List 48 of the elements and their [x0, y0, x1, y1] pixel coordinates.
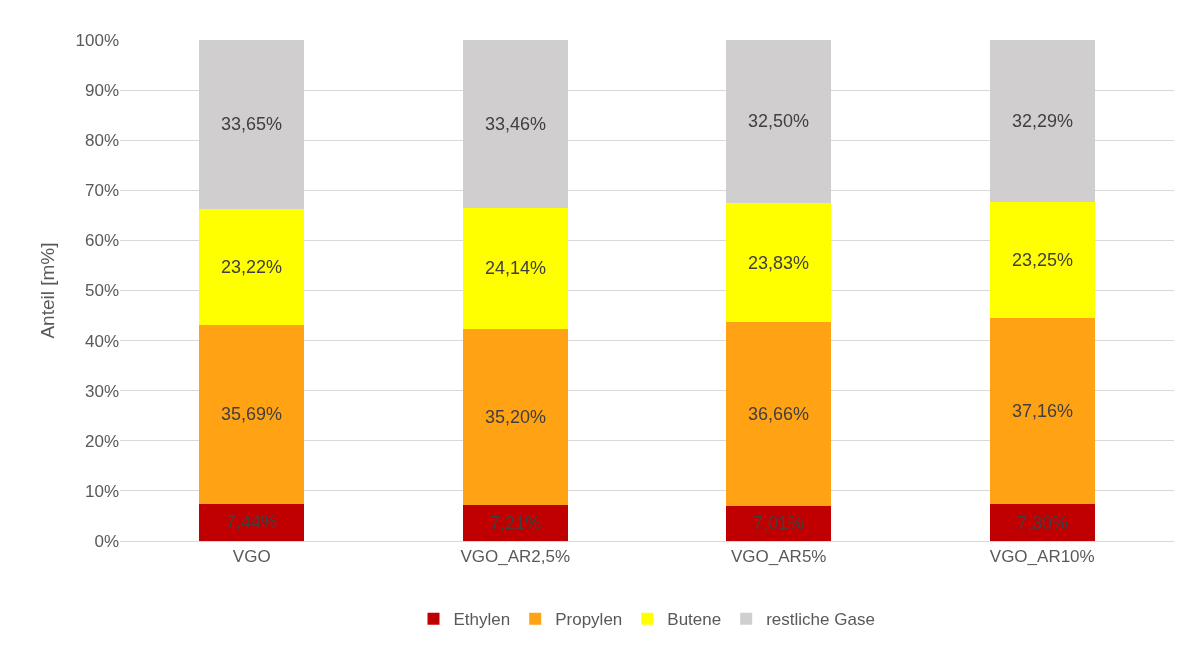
data-label: 36,66% [748, 404, 810, 424]
y-tick-label: 10% [84, 481, 119, 501]
legend-label: Propylen [555, 610, 623, 630]
data-label: 37,16% [1012, 401, 1074, 421]
bar [199, 503, 305, 541]
y-axis-title: Anteil [m%] [37, 242, 59, 339]
bar [199, 208, 305, 325]
bar [726, 322, 832, 506]
y-tick-label: 60% [84, 231, 119, 251]
y-tick-label: 50% [84, 281, 119, 301]
bar [462, 328, 568, 505]
data-label: 7,44% [226, 512, 278, 532]
y-tick-label: 30% [84, 381, 119, 401]
data-label: 23,25% [1012, 250, 1074, 270]
y-tick-label: 0% [94, 531, 119, 551]
y-tick-label: 100% [75, 30, 119, 50]
data-label: 32,29% [1012, 111, 1074, 131]
data-label: 23,22% [221, 257, 283, 277]
y-tick-label: 70% [84, 181, 119, 201]
x-tick-label: VGO [232, 547, 271, 567]
y-tick-label: 40% [84, 331, 119, 351]
data-label: 35,69% [221, 404, 283, 424]
legend-label: Ethylen [453, 610, 511, 630]
x-tick-label: VGO_AR10% [989, 547, 1095, 567]
data-label: 33,65% [221, 114, 283, 134]
bar [989, 318, 1095, 505]
data-label: 7,30% [1017, 513, 1069, 533]
y-tick-label: 80% [84, 131, 119, 151]
legend-label: Butene [667, 610, 722, 630]
legend-label: restliche Gase [766, 610, 875, 630]
bar [462, 504, 568, 541]
data-label: 7,21% [490, 513, 542, 533]
x-tick-label: VGO_AR5% [731, 547, 827, 567]
x-tick-label: VGO_AR2,5% [460, 547, 571, 567]
data-label: 24,14% [485, 258, 547, 278]
y-tick-label: 90% [84, 81, 119, 101]
data-label: 35,20% [485, 407, 547, 427]
data-label: 23,83% [748, 253, 810, 273]
bar [989, 201, 1095, 319]
data-label: 33,46% [485, 114, 547, 134]
bar [199, 324, 305, 504]
data-label: 32,50% [748, 111, 810, 131]
bar [989, 504, 1095, 541]
data-label: 7,01% [753, 513, 805, 533]
bar [462, 207, 568, 329]
y-tick-label: 20% [84, 431, 119, 451]
bar [726, 505, 832, 541]
bar [726, 202, 832, 323]
